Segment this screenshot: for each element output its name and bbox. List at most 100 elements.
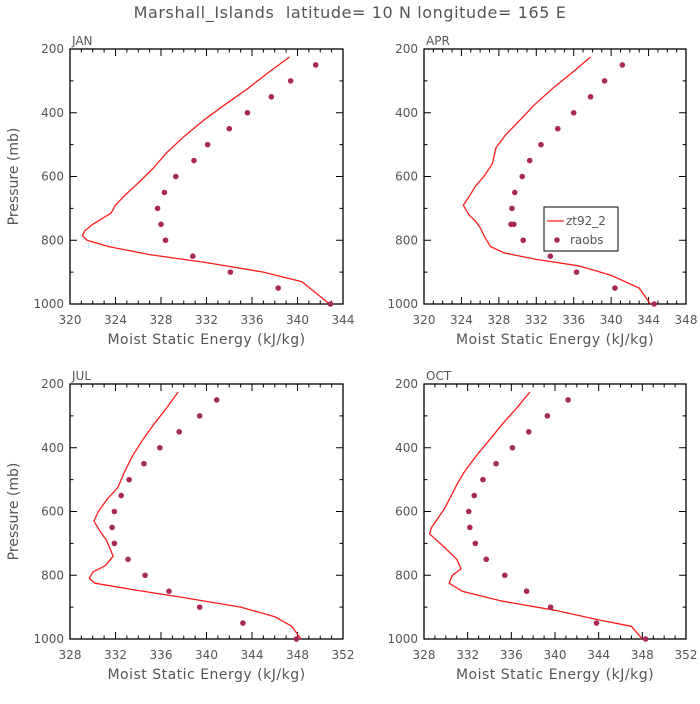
obs-marker: [162, 237, 169, 244]
panel-jan: JAN 320 324 328 332 336 340 344 200 400 600 800 1000…: [6, 34, 354, 348]
obs-marker: [196, 604, 203, 610]
x-tick-label: 320: [59, 313, 82, 327]
panel-jul: JUL 328 332 336 340 344 348 352 200 400 600 800 1000…: [6, 369, 354, 683]
x-tick-label: 324: [104, 313, 127, 327]
obs-marker: [547, 253, 554, 259]
y-tick-label: 200: [395, 377, 418, 391]
obs-marker: [191, 157, 197, 164]
x-tick-label: 348: [286, 648, 309, 662]
obs-marker: [509, 444, 516, 451]
y-tick-label: 400: [395, 441, 418, 455]
obs-marker: [593, 620, 600, 626]
x-tick-label: 336: [500, 648, 523, 662]
obs-marker: [226, 125, 233, 132]
x-tick-label: 328: [59, 648, 82, 662]
obs-marker: [227, 269, 234, 275]
model-line: [88, 391, 302, 640]
plot-frame: [69, 48, 344, 305]
obs-marker: [176, 429, 182, 435]
x-tick-label: 348: [675, 313, 698, 327]
obs-marker: [471, 492, 478, 499]
x-axis-label: Moist Static Energy (kJ/kg): [456, 667, 654, 683]
obs-marker: [547, 604, 554, 610]
obs-marker: [204, 141, 211, 148]
x-tick-label: 344: [332, 313, 355, 327]
y-tick-label: 1000: [33, 632, 64, 646]
panel-label: APR: [426, 34, 450, 48]
x-tick-label: 344: [637, 313, 660, 327]
obs-marker: [601, 78, 608, 84]
obs-marker: [493, 460, 499, 467]
y-tick-label: 400: [41, 441, 64, 455]
obs-marker: [565, 397, 571, 403]
x-tick-label: 336: [241, 313, 264, 327]
obs-marker: [526, 429, 532, 435]
obs-marker: [125, 556, 131, 563]
x-tick-label: 344: [587, 648, 610, 662]
obs-marker: [501, 572, 508, 579]
obs-marker: [126, 476, 132, 483]
model-line: [81, 56, 330, 305]
legend-box: [543, 206, 619, 252]
obs-marker: [526, 157, 533, 164]
x-tick-label: 340: [600, 313, 623, 327]
obs-marker: [142, 572, 148, 579]
x-tick-label: 348: [631, 648, 654, 662]
obs-marker: [612, 285, 618, 291]
obs-marker: [523, 588, 530, 594]
plot-frame: [423, 383, 687, 640]
y-tick-label: 1000: [33, 297, 64, 311]
obs-marker: [544, 413, 551, 419]
obs-marker: [312, 62, 319, 68]
y-tick-label: 600: [395, 505, 418, 519]
obs-marker: [190, 253, 196, 259]
x-tick-label: 328: [150, 313, 173, 327]
legend-marker-swatch: [554, 237, 560, 243]
obs-marker: [158, 221, 164, 228]
x-axis-label: Moist Static Energy (kJ/kg): [107, 332, 305, 348]
x-tick-label: 328: [487, 313, 510, 327]
obs-marker: [555, 125, 561, 132]
legend-obs-label: raobs: [570, 233, 604, 247]
y-tick-label: 800: [395, 233, 418, 247]
y-tick-label: 800: [41, 233, 64, 247]
obs-marker: [538, 141, 544, 148]
obs-marker: [483, 556, 490, 563]
obs-marker: [166, 588, 172, 594]
obs-marker: [172, 173, 179, 180]
y-tick-label: 400: [395, 106, 418, 120]
y-tick-label: 600: [395, 170, 418, 184]
x-tick-label: 340: [544, 648, 567, 662]
x-tick-label: 336: [150, 648, 173, 662]
obs-marker: [293, 636, 300, 642]
x-axis-label: Moist Static Energy (kJ/kg): [456, 332, 654, 348]
obs-marker: [268, 94, 275, 100]
x-tick-label: 344: [241, 648, 264, 662]
panel-oct: OCT 328 332 336 340 344 348 352 200 400 600 800 1000…: [387, 369, 697, 683]
obs-marker: [161, 189, 168, 196]
x-tick-label: 340: [195, 648, 218, 662]
x-axis-label: Moist Static Energy (kJ/kg): [107, 667, 305, 683]
y-axis-label: Pressure (mb): [6, 128, 22, 226]
y-tick-label: 800: [395, 568, 418, 582]
obs-marker: [520, 237, 526, 244]
obs-marker: [141, 460, 147, 467]
obs-marker: [154, 205, 161, 212]
obs-marker: [519, 173, 526, 180]
x-tick-label: 324: [450, 313, 473, 327]
obs-marker: [467, 524, 473, 531]
obs-marker: [511, 221, 517, 228]
y-axis-label: Pressure (mb): [6, 463, 22, 561]
obs-marker: [287, 78, 294, 84]
y-tick-label: 1000: [387, 632, 418, 646]
y-tick-label: 400: [41, 106, 64, 120]
obs-marker: [642, 636, 649, 642]
x-tick-label: 328: [413, 648, 436, 662]
x-tick-label: 340: [286, 313, 309, 327]
x-tick-label: 332: [525, 313, 548, 327]
x-tick-label: 320: [413, 313, 436, 327]
x-tick-label: 332: [195, 313, 218, 327]
obs-marker: [109, 524, 115, 531]
panel-label: JUL: [71, 369, 91, 383]
